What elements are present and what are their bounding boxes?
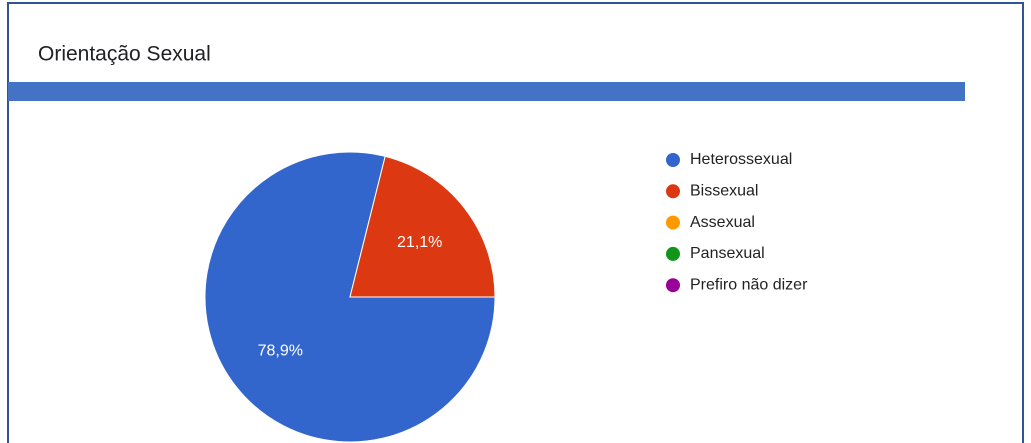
legend-label: Bissexual [690,183,758,200]
legend-label: Pansexual [690,245,765,262]
data-label: 21,1% [397,234,442,251]
legend-marker [666,278,680,293]
legend-label: Assexual [690,214,755,231]
legend-marker [666,215,680,230]
chart-title: Orientação Sexual [38,43,211,66]
frame [7,2,1024,443]
header-bar [8,82,965,101]
pie-slice [349,155,496,298]
legend-label: Prefiro não dizer [690,276,808,293]
legend-marker [666,184,680,199]
legend-label: Heterossexual [690,151,792,168]
legend-marker [666,246,680,261]
legend-marker [666,153,680,167]
data-label: 78,9% [258,343,303,360]
